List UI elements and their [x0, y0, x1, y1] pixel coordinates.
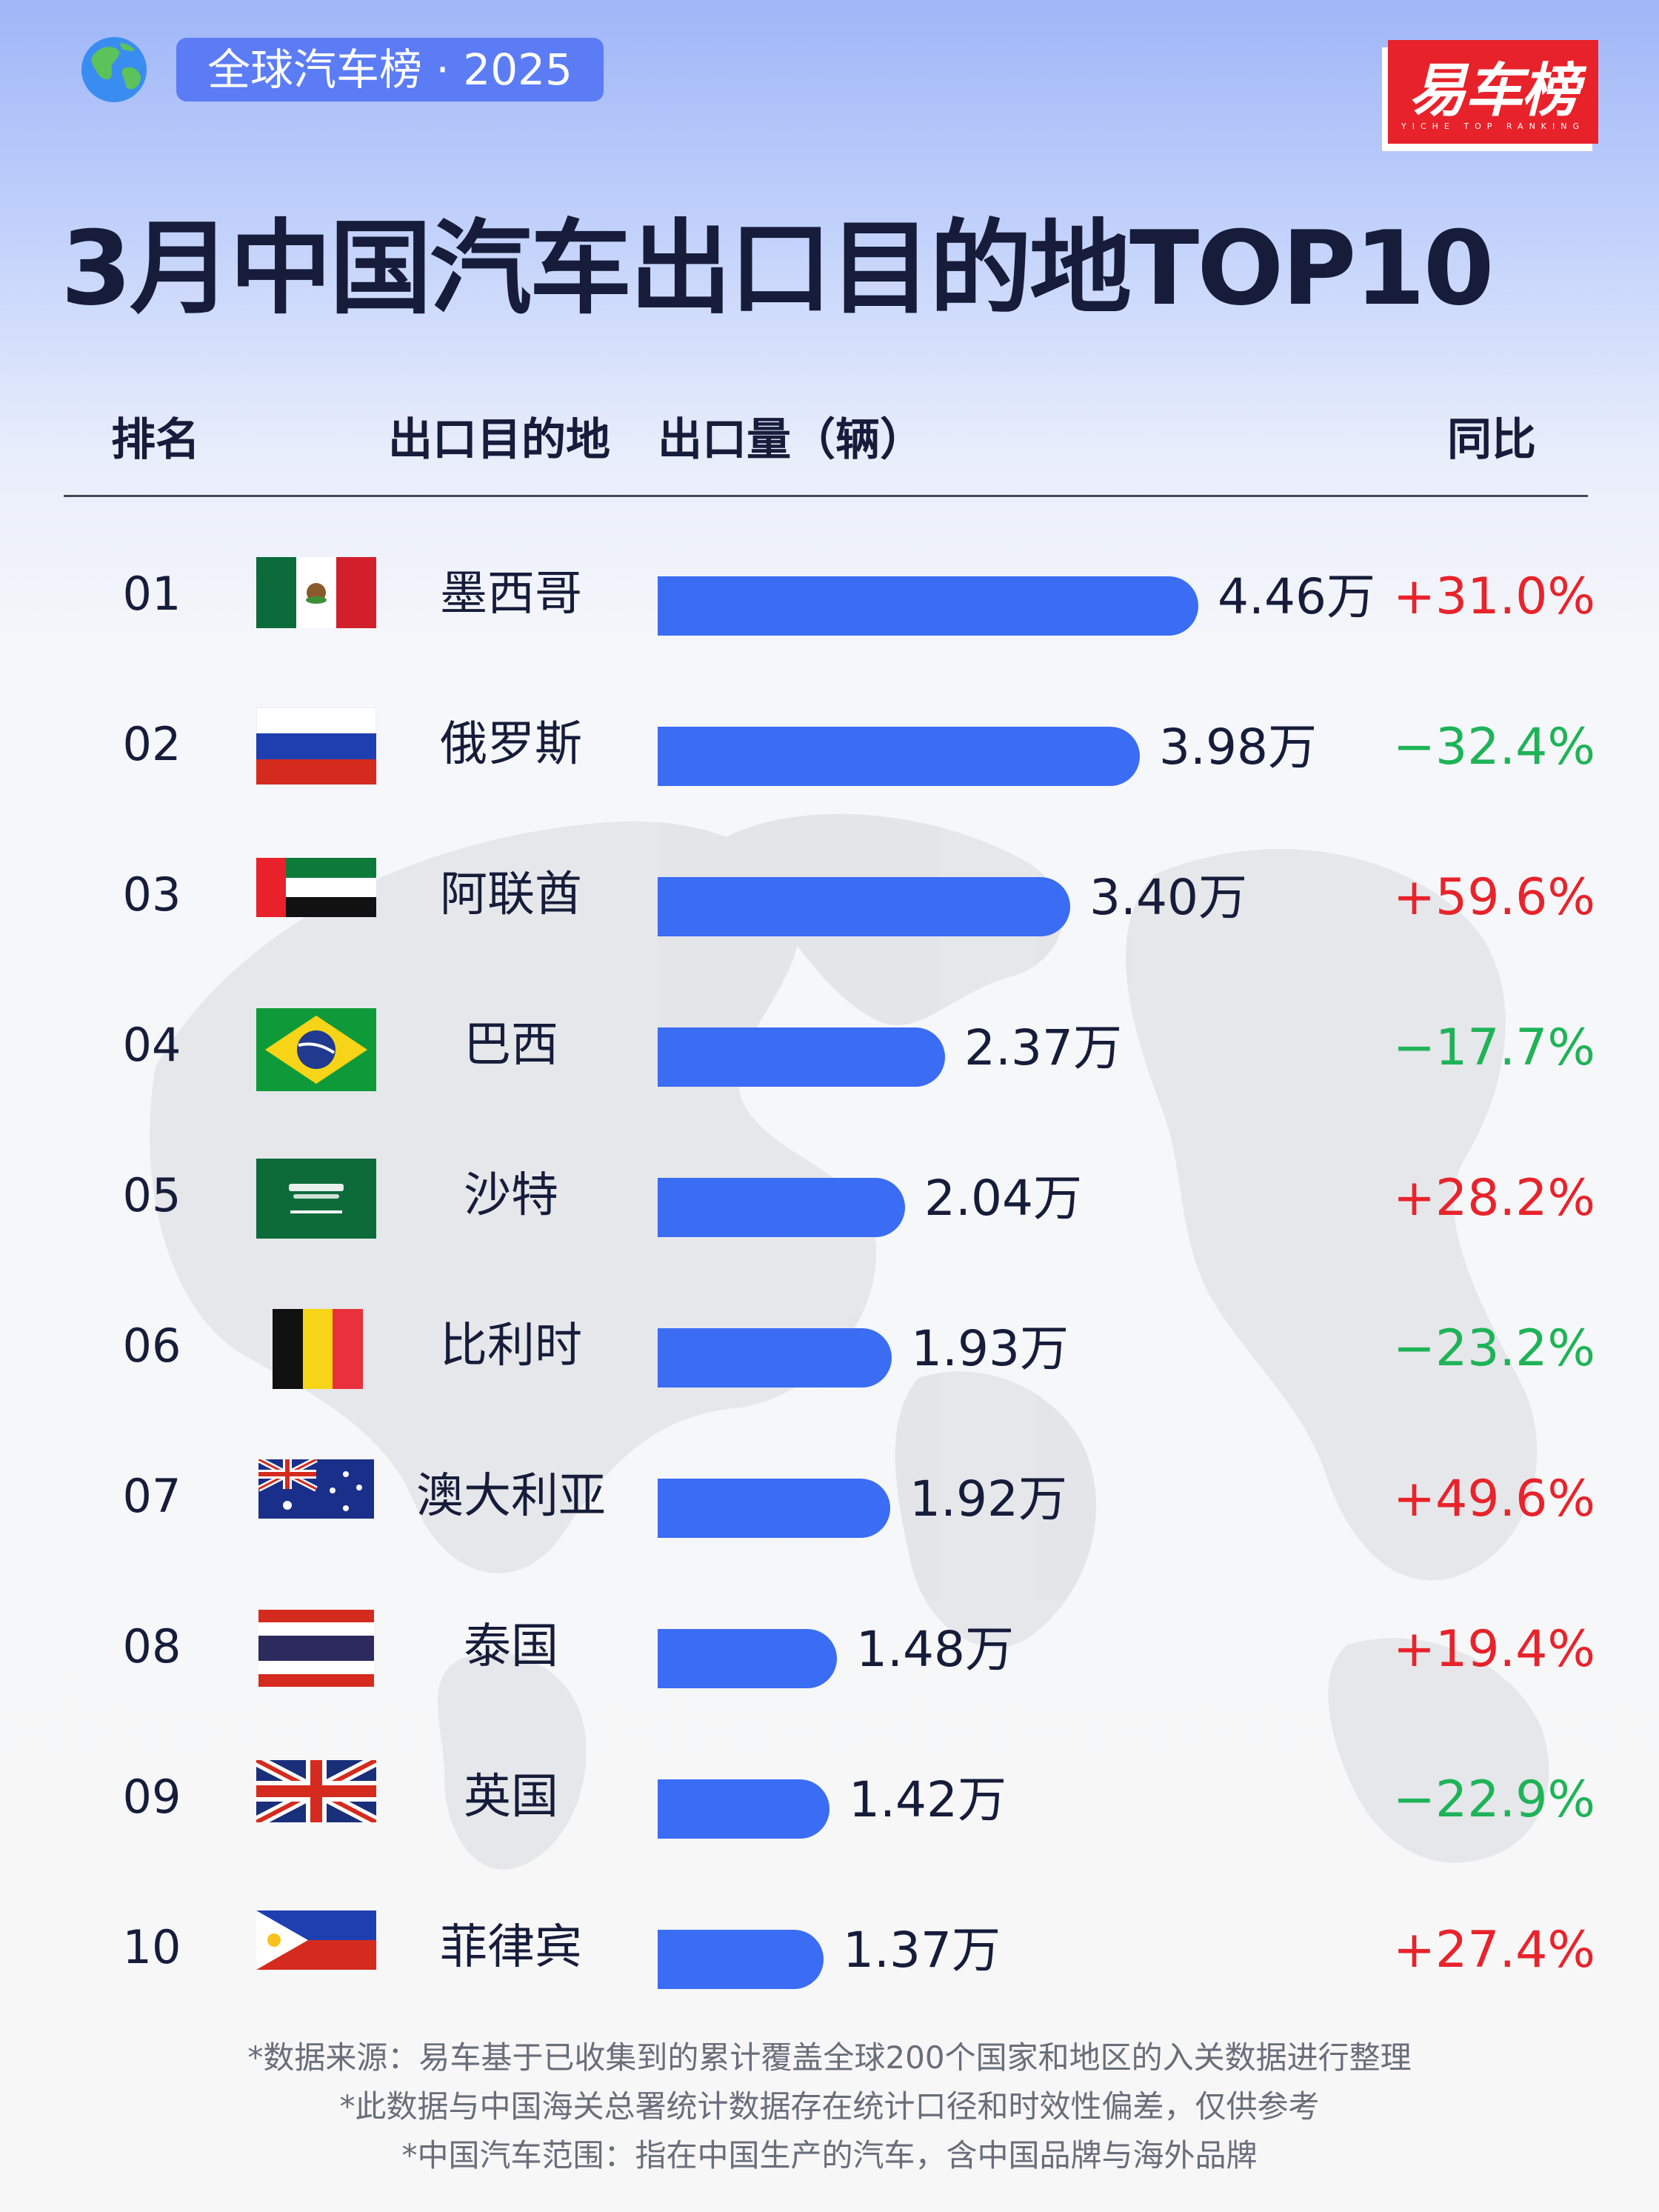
- yoy-change: +31.0%: [1393, 567, 1595, 626]
- mexico-flag: [256, 557, 376, 631]
- table-row: 06 比利时 1.93万 −23.2%: [0, 1309, 1659, 1460]
- chart-title: 3月中国汽车出口目的地TOP10: [61, 209, 1495, 328]
- australia-flag: [257, 1456, 374, 1522]
- table-row: 01 墨西哥 4.46万 +31.0%: [0, 557, 1659, 708]
- yoy-change: −22.9%: [1393, 1770, 1595, 1829]
- bar-value-label: 1.48万: [856, 1621, 1014, 1678]
- header-badge-group: 全球汽车榜 · 2025: [80, 36, 604, 104]
- yoy-change: +28.2%: [1393, 1169, 1595, 1227]
- country-name: 阿联酋: [440, 867, 582, 922]
- table-row: 02 俄罗斯 3.98万 −32.4%: [0, 707, 1659, 859]
- logo-background: [1388, 40, 1598, 144]
- table-row: 09 英国 1.42万 −22.9%: [0, 1754, 1659, 1911]
- russia-flag: [256, 707, 377, 787]
- bar-value-label: 1.42万: [849, 1771, 1007, 1828]
- uae-flag: [256, 858, 376, 920]
- category-badge: 全球汽车榜 · 2025: [176, 38, 604, 101]
- bar-value-label: 1.92万: [909, 1470, 1067, 1528]
- table-row: 03 阿联酋 3.40万 +59.6%: [0, 858, 1659, 1009]
- yoy-change: +19.4%: [1393, 1620, 1595, 1679]
- rank-number: 02: [122, 717, 181, 771]
- rank-number: 04: [122, 1018, 181, 1072]
- yoy-change: +59.6%: [1393, 868, 1595, 927]
- country-name: 俄罗斯: [440, 717, 582, 772]
- logo-text: 易车榜: [1408, 58, 1579, 124]
- footnote-scope: *中国汽车范围：指在中国生产的汽车，含中国品牌与海外品牌: [401, 2137, 1258, 2173]
- footnotes: *数据来源：易车基于已收集到的累计覆盖全球200个国家和地区的入关数据进行整理 …: [0, 2033, 1659, 2180]
- logo-subtitle: YICHE TOP RANKING: [1401, 121, 1586, 131]
- yoy-change: +49.6%: [1393, 1470, 1595, 1528]
- rank-number: 08: [122, 1619, 181, 1673]
- yoy-change: −23.2%: [1393, 1319, 1595, 1378]
- footnote-source: *数据来源：易车基于已收集到的累计覆盖全球200个国家和地区的入关数据进行整理: [247, 2039, 1412, 2076]
- header-yoy: 同比: [1447, 414, 1536, 466]
- rank-number: 01: [122, 567, 181, 621]
- globe-icon: [81, 37, 147, 102]
- header-divider: [64, 495, 1588, 497]
- rank-number: 03: [122, 867, 181, 922]
- country-name: 墨西哥: [440, 567, 582, 622]
- uk-flag: [253, 1754, 379, 1828]
- yiche-logo: 易车榜 YICHE TOP RANKING: [1388, 40, 1598, 150]
- bar-value-label: 2.37万: [964, 1019, 1122, 1076]
- footnote-disclaimer: *此数据与中国海关总署统计数据存在统计口径和时效性偏差，仅供参考: [339, 2088, 1320, 2125]
- bar-value-label: 2.04万: [924, 1170, 1082, 1227]
- table-row: 10 菲律宾 1.37万 +27.4%: [0, 1910, 1659, 2062]
- bar-value-label: 3.98万: [1159, 719, 1317, 776]
- country-name: 巴西: [464, 1018, 558, 1073]
- rank-number: 06: [122, 1319, 181, 1373]
- table-row: 07 澳大利亚 1.92万 +49.6%: [0, 1456, 1659, 1610]
- yoy-change: −32.4%: [1393, 718, 1595, 776]
- header-destination: 出口目的地: [388, 414, 610, 466]
- bar-value-label: 1.37万: [843, 1922, 1001, 1979]
- rank-number: 05: [122, 1168, 181, 1222]
- rank-number: 10: [122, 1920, 181, 1974]
- table-row: 04 巴西 2.37万 −17.7%: [0, 1008, 1659, 1159]
- country-name: 澳大利亚: [416, 1469, 606, 1524]
- saudi-flag: [256, 1159, 376, 1242]
- bar-value-label: 3.40万: [1089, 869, 1247, 926]
- table-row: 05 沙特 2.04万 +28.2%: [0, 1159, 1659, 1310]
- header-rank: 排名: [111, 414, 200, 466]
- country-name: 菲律宾: [440, 1920, 582, 1975]
- country-name: 英国: [464, 1770, 558, 1825]
- thailand-flag: [258, 1610, 374, 1690]
- rank-number: 09: [122, 1770, 181, 1824]
- country-name: 沙特: [464, 1168, 558, 1223]
- header-volume: 出口量（辆）: [658, 414, 924, 466]
- yoy-change: +27.4%: [1393, 1921, 1595, 1979]
- yoy-change: −17.7%: [1393, 1019, 1595, 1077]
- bar-value-label: 4.46万: [1218, 568, 1375, 625]
- philippines-flag: [256, 1910, 376, 1973]
- country-name: 比利时: [440, 1319, 582, 1373]
- belgium-flag: [273, 1309, 363, 1392]
- rank-number: 07: [122, 1469, 181, 1523]
- country-name: 泰国: [464, 1619, 558, 1674]
- brazil-flag: [256, 1008, 376, 1094]
- bar-value-label: 1.93万: [911, 1320, 1069, 1377]
- table-row: 08 泰国 1.48万 +19.4%: [0, 1610, 1659, 1761]
